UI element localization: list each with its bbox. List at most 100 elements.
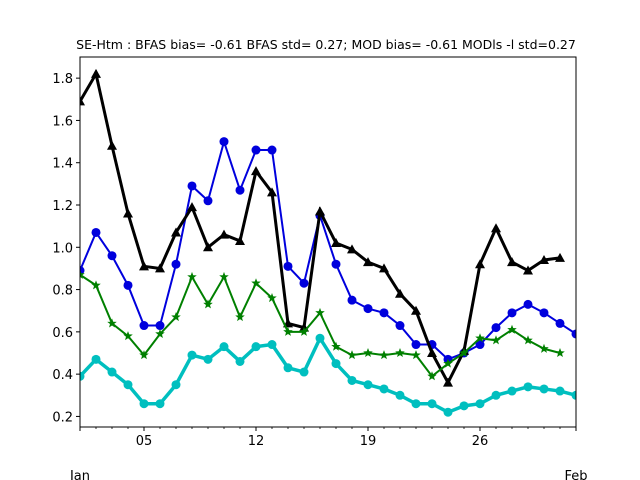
data-point (235, 235, 245, 245)
data-point (507, 257, 517, 267)
data-point (107, 318, 117, 328)
data-point (155, 263, 165, 273)
data-point (267, 340, 277, 350)
data-point (555, 348, 565, 358)
data-point (315, 333, 325, 343)
y-tick-label: 1.0 (52, 241, 73, 256)
data-point (203, 242, 213, 252)
data-point (475, 399, 485, 409)
data-point (443, 358, 453, 368)
data-point (379, 384, 389, 394)
data-point (219, 271, 229, 281)
data-point (203, 299, 213, 309)
y-tick-label: 1.6 (52, 114, 73, 129)
data-point (123, 280, 133, 290)
data-point (395, 348, 405, 358)
data-point (363, 257, 373, 267)
data-point (363, 380, 373, 390)
data-point (283, 363, 293, 373)
data-point (427, 399, 437, 409)
data-point (379, 263, 389, 273)
data-point (459, 401, 469, 411)
data-point (187, 202, 197, 212)
data-point (107, 251, 117, 261)
data-point (523, 335, 533, 345)
data-point (267, 187, 277, 197)
data-point (411, 305, 421, 315)
data-point (555, 252, 565, 262)
x-month-label: Feb (564, 469, 587, 480)
data-point (491, 323, 501, 333)
data-point (427, 348, 437, 357)
data-point (363, 304, 373, 314)
data-point (219, 229, 229, 239)
data-point (491, 223, 501, 233)
data-point (347, 295, 357, 305)
data-point (80, 96, 85, 106)
data-point (203, 196, 213, 206)
data-point (139, 261, 149, 271)
series-group (80, 68, 576, 417)
data-point (171, 312, 181, 322)
data-point (187, 350, 197, 360)
data-point (555, 318, 565, 328)
data-point (107, 367, 117, 377)
data-point (411, 350, 421, 360)
data-point (507, 386, 517, 396)
x-tick-label: 05 (136, 434, 153, 449)
y-tick-label: 0.6 (52, 326, 73, 341)
y-tick-label: 1.4 (52, 157, 73, 172)
data-point (523, 382, 533, 392)
data-point (331, 341, 341, 351)
data-point (267, 293, 277, 303)
data-point (91, 280, 101, 290)
data-point (395, 390, 405, 400)
data-point (123, 331, 133, 341)
data-point (107, 140, 117, 150)
data-point (155, 321, 165, 331)
data-point (347, 350, 357, 360)
data-point (331, 238, 341, 248)
data-point (571, 329, 576, 339)
data-point (91, 354, 101, 364)
data-point (491, 335, 501, 345)
data-point (139, 321, 149, 331)
data-point (475, 333, 485, 343)
plot-frame (79, 56, 577, 428)
data-point (251, 166, 261, 176)
series-line-0 (80, 138, 576, 361)
y-tick-label: 0.4 (52, 368, 73, 383)
data-point (283, 326, 293, 336)
data-point (523, 265, 533, 275)
y-tick-label: 1.8 (52, 72, 73, 87)
data-point (331, 259, 341, 269)
data-point (443, 377, 453, 387)
data-point (379, 350, 389, 360)
data-point (219, 342, 229, 352)
data-point (507, 308, 517, 318)
data-point (171, 227, 181, 237)
data-point (331, 359, 341, 369)
data-point (395, 321, 405, 331)
data-point (555, 386, 565, 396)
data-point (91, 68, 101, 78)
data-point (347, 244, 357, 254)
data-point (299, 367, 309, 377)
x-tick-label: 26 (472, 434, 489, 449)
data-point (171, 380, 181, 390)
data-point (80, 371, 85, 381)
data-point (139, 399, 149, 409)
data-point (315, 206, 325, 216)
data-point (299, 278, 309, 288)
data-point (315, 307, 325, 317)
data-point (155, 328, 165, 339)
data-point (91, 227, 101, 237)
data-point (139, 350, 149, 360)
data-point (507, 324, 517, 334)
data-point (123, 208, 133, 218)
data-point (539, 384, 549, 394)
data-point (155, 399, 165, 409)
y-tick-label: 0.8 (52, 284, 73, 299)
data-point (235, 356, 245, 366)
